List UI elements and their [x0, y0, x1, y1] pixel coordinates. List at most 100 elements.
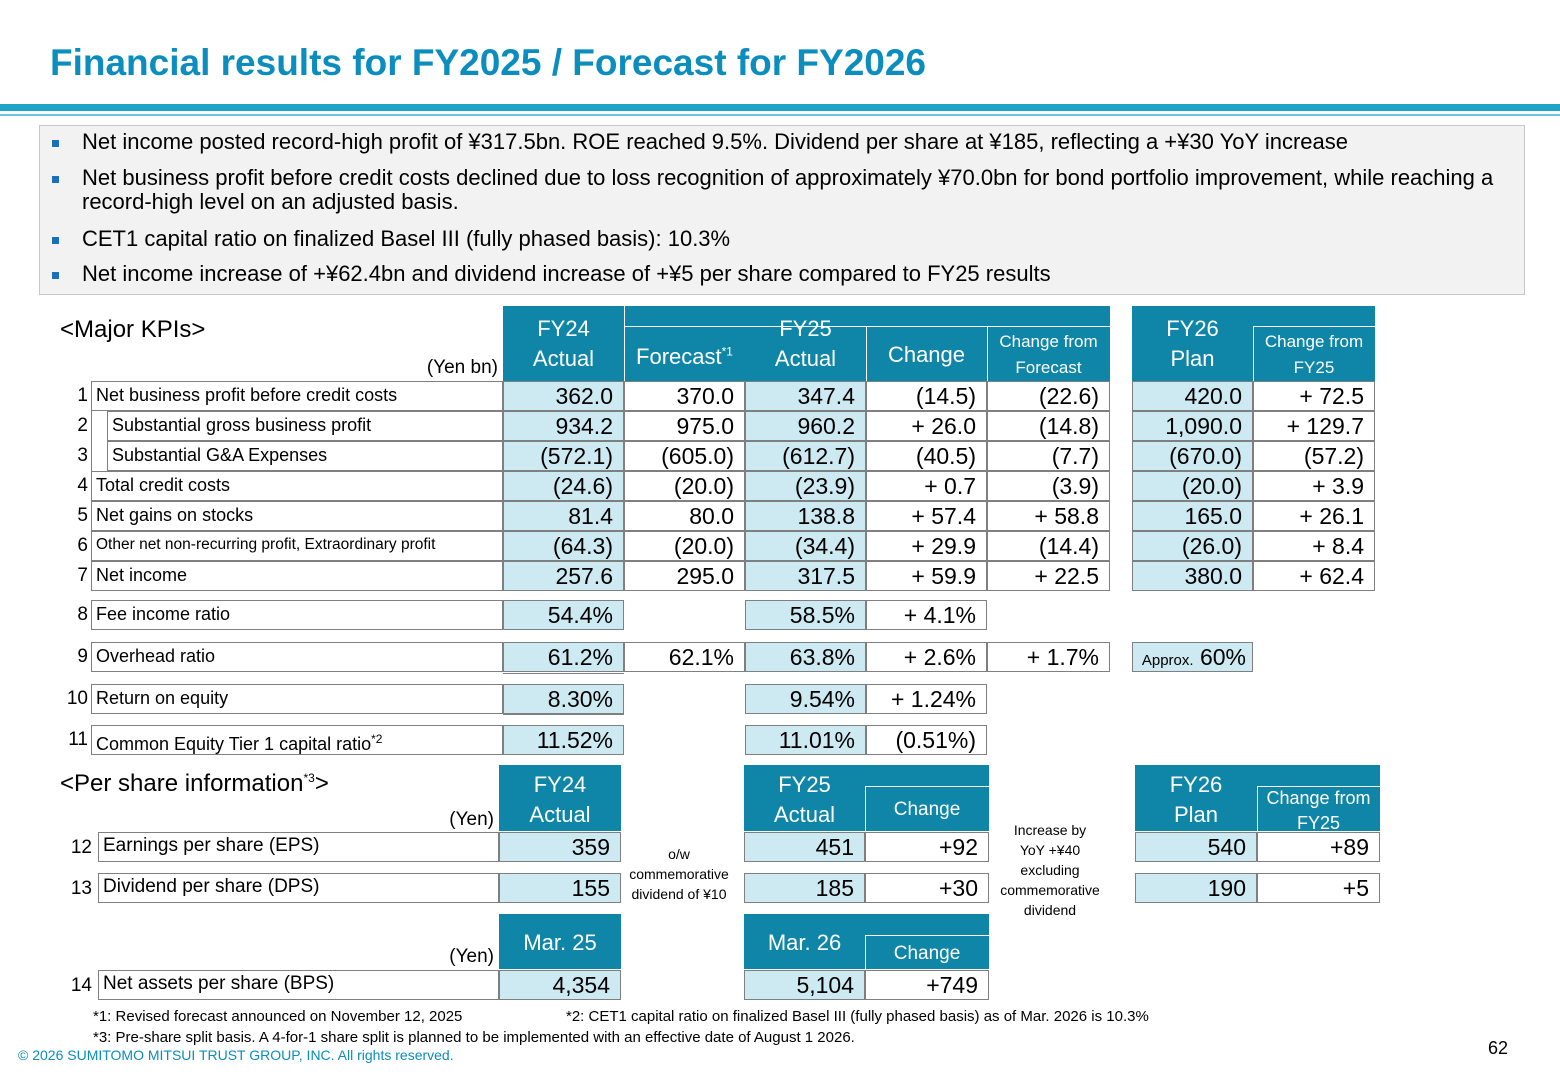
ratio-cell-fy26: Approx. 60%	[1132, 642, 1253, 672]
kpi-cell-chg26: + 62.4	[1253, 561, 1375, 591]
kpi-cell-fc: 295.0	[624, 561, 745, 591]
kpi-cell-fc: (605.0)	[624, 441, 745, 471]
bps-mar26: 5,104	[744, 970, 865, 1000]
bullet-square-icon	[52, 140, 59, 147]
ps-fy25-header	[744, 765, 989, 831]
row-number: 9	[77, 646, 88, 667]
footnote-1: *1: Revised forecast announced on Novemb…	[93, 1008, 463, 1025]
ratio-cell-fy24: 54.4%	[503, 600, 624, 630]
kpi-cell-fy25: 317.5	[745, 561, 866, 591]
kpi-cell-chg26: + 8.4	[1253, 531, 1375, 561]
row-number: 6	[77, 535, 88, 556]
kpi-cell-fy24: (572.1)	[503, 441, 624, 471]
footnote-3: *3: Pre-share split basis. A 4-for-1 sha…	[93, 1029, 855, 1046]
kpi-cell-chg: + 57.4	[866, 501, 987, 531]
kpi-label: Net income	[91, 561, 503, 591]
bullet-square-icon	[52, 272, 59, 279]
header-fy24-actual: Actual	[532, 346, 595, 371]
bps-label: Net assets per share (BPS)	[98, 970, 499, 1000]
row-number: 4	[77, 475, 88, 496]
bps-change: +749	[865, 970, 989, 1000]
ratio-label: Overhead ratio	[91, 642, 503, 672]
kpi-cell-fy24: (64.3)	[503, 531, 624, 561]
header-change-from-fy25: Change from	[1264, 332, 1364, 351]
kpi-cell-chg26: + 3.9	[1253, 471, 1375, 501]
row-number: 3	[77, 445, 88, 466]
per-share-unit: (Yen)	[449, 809, 494, 830]
kpi-label: Substantial G&A Expenses	[107, 441, 503, 471]
eps-fy24: 359	[499, 832, 621, 862]
ratio-cell-fc: 62.1%	[624, 642, 745, 672]
bps-mar26-header	[744, 914, 989, 969]
kpi-cell-fy24: (24.6)	[503, 471, 624, 501]
kpi-cell-fy25: (612.7)	[745, 441, 866, 471]
header-fy25-actual: Actual	[774, 346, 837, 371]
kpi-cell-fc: 975.0	[624, 411, 745, 441]
row-number: 5	[77, 505, 88, 526]
title-divider	[0, 104, 1560, 111]
kpi-cell-fy26: (26.0)	[1132, 531, 1253, 561]
kpi-cell-chgfc: (14.8)	[987, 411, 1110, 441]
kpi-label: Other net non-recurring profit, Extraord…	[91, 531, 503, 561]
header-forecast: Forecast*1	[636, 344, 733, 369]
header-change: Change	[887, 342, 966, 367]
dps-fy26: 190	[1135, 873, 1257, 903]
dps-fy25: 185	[744, 873, 865, 903]
kpi-cell-fy26: 380.0	[1132, 561, 1253, 591]
kpi-cell-fc: 370.0	[624, 381, 745, 411]
ratio-label: Common Equity Tier 1 capital ratio*2	[91, 725, 503, 755]
kpi-cell-chg: + 59.9	[866, 561, 987, 591]
ratio-cell-fy25: 58.5%	[745, 600, 866, 630]
ratio-cell-chgfc: + 1.7%	[987, 642, 1110, 672]
ratio-cell-chg: (0.51%)	[866, 725, 987, 755]
bullet-square-icon	[52, 176, 59, 183]
eps-fy26: 540	[1135, 832, 1257, 862]
kpi-label: Total credit costs	[91, 471, 503, 501]
kpi-cell-fy25: 347.4	[745, 381, 866, 411]
kpi-cell-fc: 80.0	[624, 501, 745, 531]
row-number: 8	[77, 604, 88, 625]
bps-unit: (Yen)	[449, 946, 494, 967]
kpi-cell-fy25: 138.8	[745, 501, 866, 531]
kpi-cell-chg: + 26.0	[866, 411, 987, 441]
kpi-label: Net business profit before credit costs	[91, 381, 503, 411]
dps-change: +30	[865, 873, 989, 903]
eps-fy25: 451	[744, 832, 865, 862]
kpi-cell-chgfc: (3.9)	[987, 471, 1110, 501]
ratio-cell-fy25: 11.01%	[745, 725, 866, 755]
kpi-cell-chg26: (57.2)	[1253, 441, 1375, 471]
kpi-cell-chg26: + 72.5	[1253, 381, 1375, 411]
page-number: 62	[1488, 1038, 1509, 1058]
kpi-cell-chgfc: (14.4)	[987, 531, 1110, 561]
kpi-cell-fy24: 934.2	[503, 411, 624, 441]
kpi-label: Substantial gross business profit	[107, 411, 503, 441]
kpi-cell-chg26: + 129.7	[1253, 411, 1375, 441]
ratio-cell-fy24: 11.52%	[503, 725, 624, 755]
ratio-label: Return on equity	[91, 684, 503, 714]
kpi-cell-fy24: 81.4	[503, 501, 624, 531]
bps-mar25-header	[499, 914, 621, 969]
kpi-cell-fy24: 257.6	[503, 561, 624, 591]
eps-change: +92	[865, 832, 989, 862]
header-fy24: FY24	[537, 316, 590, 341]
header-fy26-plan: Plan	[1170, 346, 1215, 371]
kpi-cell-chgfc: (7.7)	[987, 441, 1110, 471]
kpi-cell-chg: + 29.9	[866, 531, 987, 561]
per-share-section-title: <Per share information*3>	[60, 770, 329, 797]
row-number: 10	[66, 688, 88, 709]
eps-change-fy25: +89	[1257, 832, 1380, 862]
ratio-cell-fy24: 61.2%	[503, 642, 624, 672]
eps-label: Earnings per share (EPS)	[98, 832, 499, 862]
kpi-cell-fy25: (34.4)	[745, 531, 866, 561]
ratio-cell-chg: + 2.6%	[866, 642, 987, 672]
kpi-unit: (Yen bn)	[426, 357, 498, 378]
dps-change-fy25: +5	[1257, 873, 1380, 903]
ratio-cell-fy25: 63.8%	[745, 642, 866, 672]
kpi-label: Net gains on stocks	[91, 501, 503, 531]
footnote-2: *2: CET1 capital ratio on finalized Base…	[566, 1008, 1149, 1025]
kpi-cell-fy26: 165.0	[1132, 501, 1253, 531]
ratio-cell-fy25: 9.54%	[745, 684, 866, 714]
row-number: 1	[77, 385, 88, 406]
ratio-cell-fy24: 8.30%	[503, 684, 624, 714]
title-divider-thin	[0, 114, 1560, 116]
